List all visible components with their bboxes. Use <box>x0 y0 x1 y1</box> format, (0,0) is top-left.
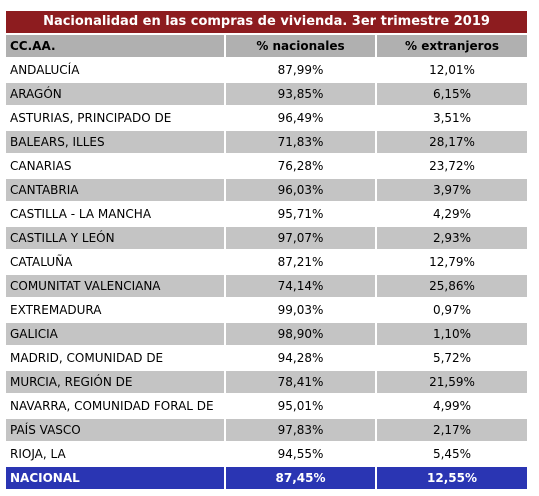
cell-extranjeros: 28,17% <box>377 131 528 155</box>
cell-extranjeros: 3,51% <box>377 107 528 131</box>
cell-region: EXTREMADURA <box>6 299 226 323</box>
cell-nacionales: 96,03% <box>226 179 377 203</box>
cell-region: GALICIA <box>6 323 226 347</box>
cell-nacionales: 94,55% <box>226 443 377 467</box>
cell-extranjeros: 5,45% <box>377 443 528 467</box>
cell-extranjeros: 25,86% <box>377 275 528 299</box>
cell-region: CASTILLA - LA MANCHA <box>6 203 226 227</box>
nationality-table: Nacionalidad en las compras de vivienda.… <box>6 11 528 489</box>
table-row: ASTURIAS, PRINCIPADO DE 96,49% 3,51% <box>6 107 528 131</box>
cell-nacionales: 98,90% <box>226 323 377 347</box>
cell-region: NAVARRA, COMUNIDAD FORAL DE <box>6 395 226 419</box>
cell-region: COMUNITAT VALENCIANA <box>6 275 226 299</box>
cell-nacionales: 97,07% <box>226 227 377 251</box>
total-extranjeros: 12,55% <box>377 467 528 489</box>
total-nacionales: 87,45% <box>226 467 377 489</box>
cell-region: ASTURIAS, PRINCIPADO DE <box>6 107 226 131</box>
table-row: GALICIA 98,90% 1,10% <box>6 323 528 347</box>
total-region: NACIONAL <box>6 467 226 489</box>
table-row: PAÍS VASCO 97,83% 2,17% <box>6 419 528 443</box>
cell-extranjeros: 3,97% <box>377 179 528 203</box>
cell-nacionales: 99,03% <box>226 299 377 323</box>
column-header-extranjeros: % extranjeros <box>377 35 528 59</box>
table-row: ANDALUCÍA 87,99% 12,01% <box>6 59 528 83</box>
cell-region: RIOJA, LA <box>6 443 226 467</box>
cell-nacionales: 93,85% <box>226 83 377 107</box>
cell-nacionales: 87,21% <box>226 251 377 275</box>
cell-extranjeros: 0,97% <box>377 299 528 323</box>
column-header-nacionales: % nacionales <box>226 35 377 59</box>
cell-region: CATALUÑA <box>6 251 226 275</box>
cell-extranjeros: 4,29% <box>377 203 528 227</box>
cell-extranjeros: 12,79% <box>377 251 528 275</box>
cell-nacionales: 76,28% <box>226 155 377 179</box>
cell-extranjeros: 12,01% <box>377 59 528 83</box>
cell-extranjeros: 23,72% <box>377 155 528 179</box>
table-row: RIOJA, LA 94,55% 5,45% <box>6 443 528 467</box>
table-row: CANTABRIA 96,03% 3,97% <box>6 179 528 203</box>
cell-region: CANTABRIA <box>6 179 226 203</box>
cell-extranjeros: 2,93% <box>377 227 528 251</box>
table-row: NAVARRA, COMUNIDAD FORAL DE 95,01% 4,99% <box>6 395 528 419</box>
table-row: CASTILLA - LA MANCHA 95,71% 4,29% <box>6 203 528 227</box>
cell-region: MURCIA, REGIÓN DE <box>6 371 226 395</box>
cell-extranjeros: 6,15% <box>377 83 528 107</box>
cell-nacionales: 94,28% <box>226 347 377 371</box>
cell-nacionales: 74,14% <box>226 275 377 299</box>
cell-nacionales: 95,71% <box>226 203 377 227</box>
table-row: MADRID, COMUNIDAD DE 94,28% 5,72% <box>6 347 528 371</box>
table-row: CANARIAS 76,28% 23,72% <box>6 155 528 179</box>
cell-nacionales: 95,01% <box>226 395 377 419</box>
cell-region: ANDALUCÍA <box>6 59 226 83</box>
cell-extranjeros: 21,59% <box>377 371 528 395</box>
table-title: Nacionalidad en las compras de vivienda.… <box>6 11 528 35</box>
table-row: BALEARS, ILLES 71,83% 28,17% <box>6 131 528 155</box>
table-row: MURCIA, REGIÓN DE 78,41% 21,59% <box>6 371 528 395</box>
table-row: COMUNITAT VALENCIANA 74,14% 25,86% <box>6 275 528 299</box>
cell-region: CASTILLA Y LEÓN <box>6 227 226 251</box>
header-row: CC.AA. % nacionales % extranjeros <box>6 35 528 59</box>
cell-extranjeros: 2,17% <box>377 419 528 443</box>
cell-nacionales: 97,83% <box>226 419 377 443</box>
table-row: CASTILLA Y LEÓN 97,07% 2,93% <box>6 227 528 251</box>
cell-extranjeros: 4,99% <box>377 395 528 419</box>
column-header-region: CC.AA. <box>6 35 226 59</box>
table-row: EXTREMADURA 99,03% 0,97% <box>6 299 528 323</box>
total-row: NACIONAL 87,45% 12,55% <box>6 467 528 489</box>
cell-region: PAÍS VASCO <box>6 419 226 443</box>
table-row: CATALUÑA 87,21% 12,79% <box>6 251 528 275</box>
cell-nacionales: 87,99% <box>226 59 377 83</box>
cell-region: CANARIAS <box>6 155 226 179</box>
cell-nacionales: 96,49% <box>226 107 377 131</box>
cell-region: MADRID, COMUNIDAD DE <box>6 347 226 371</box>
cell-region: BALEARS, ILLES <box>6 131 226 155</box>
cell-extranjeros: 5,72% <box>377 347 528 371</box>
cell-region: ARAGÓN <box>6 83 226 107</box>
table-body: ANDALUCÍA 87,99% 12,01% ARAGÓN 93,85% 6,… <box>6 59 528 489</box>
cell-nacionales: 78,41% <box>226 371 377 395</box>
nationality-table-wrapper: Nacionalidad en las compras de vivienda.… <box>6 11 528 489</box>
cell-nacionales: 71,83% <box>226 131 377 155</box>
cell-extranjeros: 1,10% <box>377 323 528 347</box>
table-row: ARAGÓN 93,85% 6,15% <box>6 83 528 107</box>
